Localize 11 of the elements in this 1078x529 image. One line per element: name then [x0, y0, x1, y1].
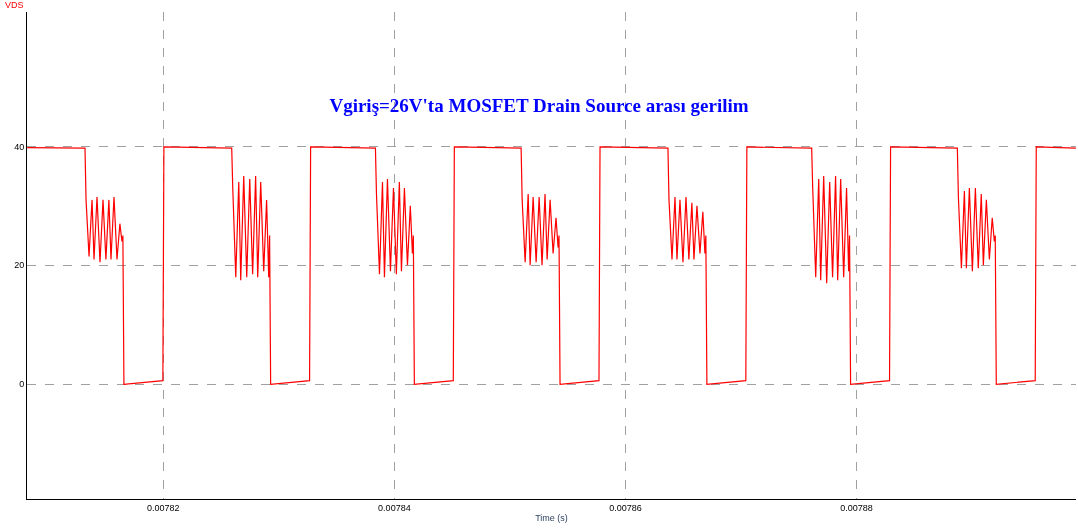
- x-tick-label: 0.00786: [609, 502, 642, 513]
- x-axis-title: Time (s): [535, 512, 568, 523]
- y-tick-label: 40: [14, 141, 25, 152]
- y-tick-label: 0: [19, 379, 25, 390]
- y-tick-label: 20: [14, 260, 25, 271]
- x-tick-label: 0.00784: [378, 502, 411, 513]
- text: Vgiriş=26V'ta MOSFET Drain Source arası gerilim: [329, 95, 749, 117]
- x-tick-label: 0.00788: [840, 502, 873, 513]
- line-series: [27, 146, 1076, 385]
- x-tick-label: 0.00782: [147, 502, 180, 513]
- text: VDS: [5, 0, 24, 10]
